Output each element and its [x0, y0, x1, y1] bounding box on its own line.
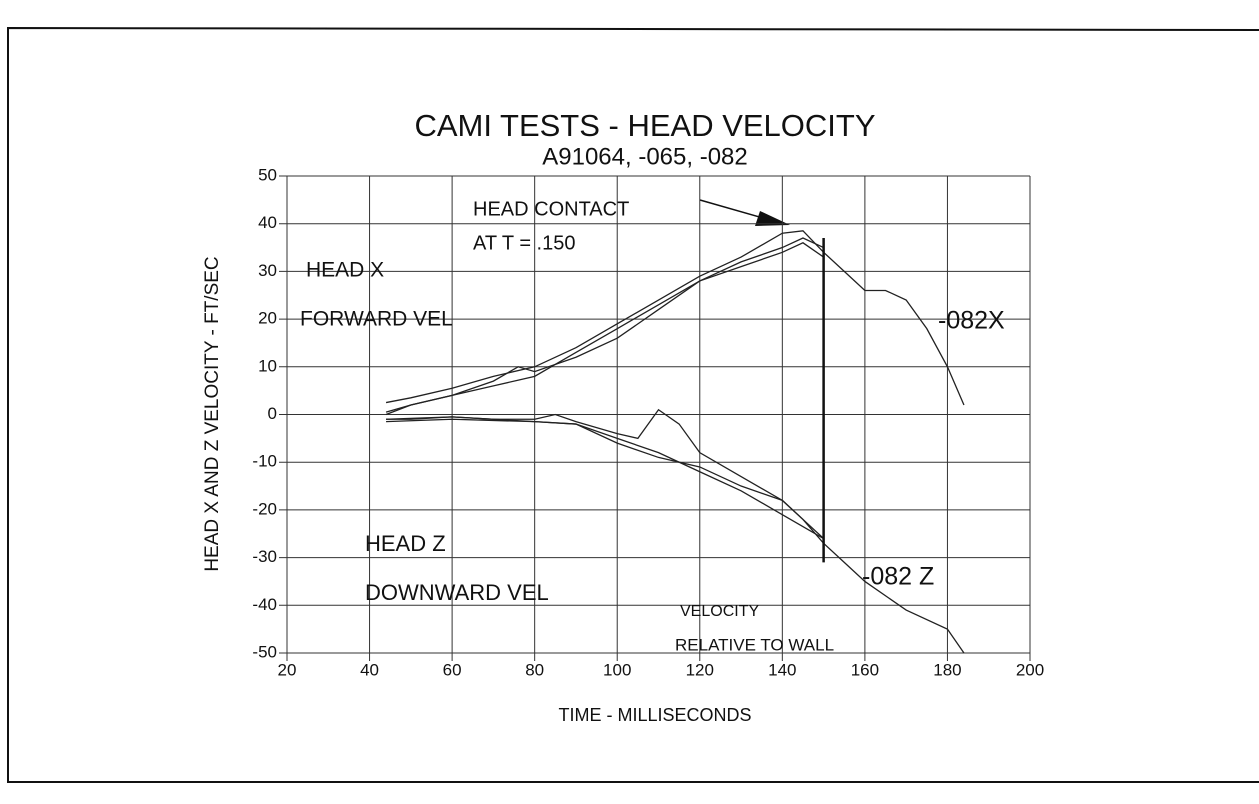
y-tick-label: 40 [258, 213, 277, 232]
annotation: VELOCITY [680, 603, 759, 620]
y-tick-label: -50 [252, 642, 277, 661]
annotation: FORWARD VEL [300, 308, 453, 331]
frame [7, 26, 1259, 783]
chart-subtitle: A91064, -065, -082 [542, 143, 748, 170]
x-tick-label: 40 [360, 660, 379, 679]
annotation: -082 Z [862, 563, 934, 591]
annotation: DOWNWARD VEL [365, 580, 549, 605]
x-tick-label: 100 [603, 660, 631, 679]
chart-title: CAMI TESTS - HEAD VELOCITY [414, 108, 875, 143]
annotation: AT T = .150 [473, 232, 575, 254]
x-tick-label: 120 [686, 660, 714, 679]
x-tick-label: 80 [525, 660, 544, 679]
x-tick-label: 200 [1016, 660, 1044, 679]
y-tick-label: -40 [252, 595, 277, 614]
data-line [385, 237, 824, 416]
y-tick-label: -10 [252, 452, 277, 471]
data-line [385, 230, 965, 406]
x-tick-label: 180 [933, 660, 961, 679]
y-tick-label: 20 [258, 309, 277, 328]
y-tick-label: -20 [252, 499, 277, 518]
y-axis-label: HEAD X AND Z VELOCITY - FT/SEC [202, 256, 223, 571]
annotation: HEAD CONTACT [473, 198, 629, 220]
y-tick-label: 0 [268, 404, 277, 423]
arrow-head [755, 211, 790, 226]
data-line [386, 418, 824, 540]
x-tick-label: 60 [443, 660, 462, 679]
annotation: HEAD Z [365, 531, 446, 556]
y-tick-label: -30 [252, 547, 277, 566]
annotation: HEAD X [306, 259, 384, 282]
y-tick-label: 30 [258, 261, 277, 280]
data-line [386, 408, 965, 654]
x-axis-label: TIME - MILLISECONDS [558, 705, 751, 725]
data-line [386, 416, 825, 539]
annotation: -082X [938, 307, 1005, 335]
y-tick-label: 10 [258, 356, 277, 375]
annotation: RELATIVE TO WALL [675, 635, 834, 654]
data-line [385, 242, 824, 413]
y-tick-label: 50 [258, 165, 277, 184]
x-tick-label: 140 [768, 660, 796, 679]
x-tick-label: 20 [278, 660, 297, 679]
x-tick-label: 160 [851, 660, 879, 679]
